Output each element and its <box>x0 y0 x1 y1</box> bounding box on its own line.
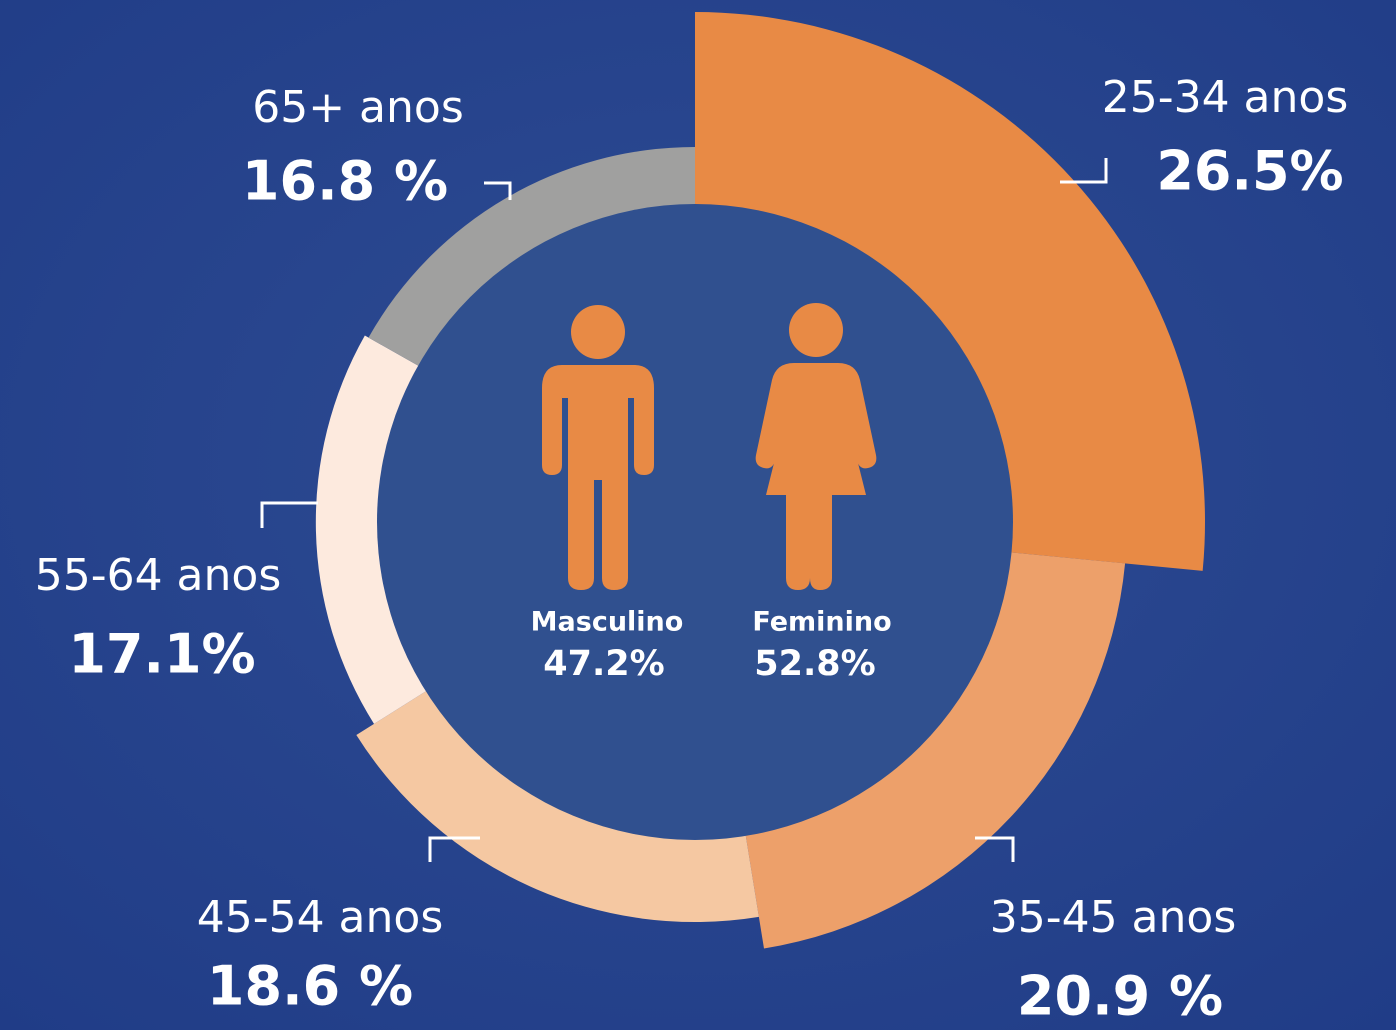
gender-label: Feminino <box>752 607 891 638</box>
gender-label: Masculino <box>531 607 684 638</box>
segment-value: 18.6 % <box>207 955 413 1018</box>
segment-value: 20.9 % <box>1017 965 1223 1028</box>
segment-value: 26.5% <box>1156 140 1343 203</box>
segment-label: 35-45 anos <box>990 892 1237 943</box>
segment-label: 65+ anos <box>252 82 464 133</box>
connector <box>1060 158 1108 184</box>
segment <box>745 552 1126 949</box>
connector <box>260 501 318 528</box>
segment <box>356 690 759 923</box>
connector <box>428 836 480 862</box>
segment-label: 25-34 anos <box>1102 72 1349 123</box>
segment-label: 55-64 anos <box>35 550 282 601</box>
segment <box>695 12 1205 571</box>
inner-circle <box>377 204 1013 840</box>
female-icon <box>755 303 877 590</box>
segment-value: 16.8 % <box>242 150 448 213</box>
connector <box>484 181 512 200</box>
segment-label: 45-54 anos <box>197 892 444 943</box>
segment <box>368 147 695 367</box>
male-icon <box>542 305 654 590</box>
segment-value: 17.1% <box>68 623 255 686</box>
gender-value: 52.8% <box>754 644 875 684</box>
connector <box>975 836 1015 862</box>
gender-value: 47.2% <box>543 644 664 684</box>
segment <box>315 335 427 724</box>
